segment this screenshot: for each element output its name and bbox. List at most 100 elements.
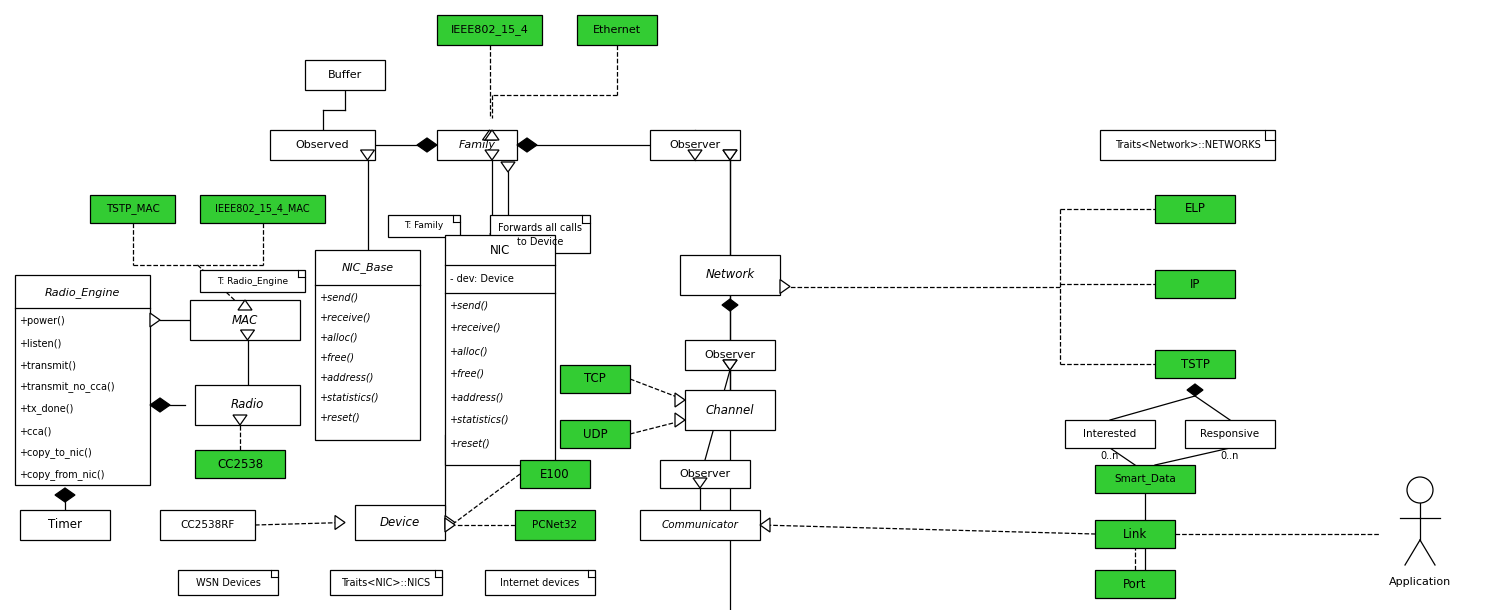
Polygon shape <box>781 279 790 293</box>
FancyBboxPatch shape <box>519 460 590 488</box>
Polygon shape <box>417 138 436 152</box>
Text: Port: Port <box>1123 578 1146 590</box>
Text: +statistics(): +statistics() <box>320 393 379 403</box>
Text: CC2538RF: CC2538RF <box>180 520 234 530</box>
FancyBboxPatch shape <box>331 570 442 595</box>
FancyBboxPatch shape <box>1065 420 1155 448</box>
FancyBboxPatch shape <box>1155 270 1235 298</box>
Text: UDP: UDP <box>583 428 607 440</box>
Polygon shape <box>675 413 686 427</box>
Text: +transmit_no_cca(): +transmit_no_cca() <box>20 381 115 392</box>
Polygon shape <box>240 330 255 340</box>
FancyBboxPatch shape <box>305 60 385 90</box>
Text: NIC_Base: NIC_Base <box>341 262 394 273</box>
Text: Observed: Observed <box>296 140 349 150</box>
Text: IEEE802_15_4: IEEE802_15_4 <box>450 24 528 35</box>
Text: +reset(): +reset() <box>320 413 361 423</box>
Polygon shape <box>483 130 497 140</box>
Polygon shape <box>149 398 171 412</box>
Polygon shape <box>149 313 160 327</box>
Text: +send(): +send() <box>450 300 489 310</box>
Text: Forwards all calls: Forwards all calls <box>498 223 581 233</box>
Polygon shape <box>361 150 374 160</box>
FancyBboxPatch shape <box>1155 350 1235 378</box>
Text: +power(): +power() <box>20 316 65 326</box>
Polygon shape <box>445 515 455 529</box>
FancyBboxPatch shape <box>515 510 595 540</box>
Polygon shape <box>760 518 770 532</box>
Polygon shape <box>516 138 538 152</box>
Circle shape <box>1407 477 1433 503</box>
Text: MAC: MAC <box>233 314 258 326</box>
FancyBboxPatch shape <box>491 215 590 253</box>
Text: CC2538: CC2538 <box>217 458 263 470</box>
Text: +send(): +send() <box>320 293 359 303</box>
FancyBboxPatch shape <box>270 130 374 160</box>
Text: Radio: Radio <box>231 398 264 412</box>
Text: +copy_to_nic(): +copy_to_nic() <box>20 448 92 459</box>
FancyBboxPatch shape <box>388 215 461 237</box>
Polygon shape <box>485 130 498 140</box>
Text: +alloc(): +alloc() <box>320 333 358 343</box>
Text: ELP: ELP <box>1184 203 1205 215</box>
Text: WSN Devices: WSN Devices <box>196 578 260 587</box>
FancyBboxPatch shape <box>1095 465 1194 493</box>
Text: Buffer: Buffer <box>328 70 362 80</box>
Text: Internet devices: Internet devices <box>500 578 580 587</box>
Polygon shape <box>723 150 737 160</box>
Text: NIC: NIC <box>489 245 510 257</box>
Text: Observer: Observer <box>680 469 731 479</box>
Text: +copy_from_nic(): +copy_from_nic() <box>20 470 104 481</box>
FancyBboxPatch shape <box>355 505 445 540</box>
Polygon shape <box>501 162 515 172</box>
Polygon shape <box>675 393 686 407</box>
Text: Traits<Network>::NETWORKS: Traits<Network>::NETWORKS <box>1114 140 1261 150</box>
Polygon shape <box>233 415 248 425</box>
FancyBboxPatch shape <box>91 195 175 223</box>
Polygon shape <box>485 150 498 160</box>
Polygon shape <box>1187 384 1203 396</box>
FancyBboxPatch shape <box>15 275 149 485</box>
Polygon shape <box>335 515 344 529</box>
FancyBboxPatch shape <box>1155 195 1235 223</box>
Text: TSTP_MAC: TSTP_MAC <box>106 204 160 215</box>
FancyBboxPatch shape <box>1099 130 1274 160</box>
Text: Timer: Timer <box>48 518 82 531</box>
Text: 0..n: 0..n <box>1220 451 1240 461</box>
Text: +reset(): +reset() <box>450 438 491 448</box>
FancyBboxPatch shape <box>316 250 420 440</box>
Text: +address(): +address() <box>450 392 504 402</box>
Text: +cca(): +cca() <box>20 426 51 436</box>
Text: Radio_Engine: Radio_Engine <box>45 287 121 298</box>
Text: Observer: Observer <box>669 140 720 150</box>
Polygon shape <box>723 360 737 370</box>
Text: PCNet32: PCNet32 <box>533 520 577 530</box>
Text: - dev: Device: - dev: Device <box>450 274 513 284</box>
Text: Network: Network <box>705 268 755 281</box>
Text: IEEE802_15_4_MAC: IEEE802_15_4_MAC <box>216 204 310 215</box>
FancyBboxPatch shape <box>160 510 255 540</box>
Text: E100: E100 <box>541 467 569 481</box>
Polygon shape <box>722 299 738 311</box>
FancyBboxPatch shape <box>445 235 556 465</box>
FancyBboxPatch shape <box>199 270 305 292</box>
FancyBboxPatch shape <box>560 420 630 448</box>
Text: T: Family: T: Family <box>405 221 444 231</box>
FancyBboxPatch shape <box>195 450 285 478</box>
Polygon shape <box>723 360 737 370</box>
Text: Interested: Interested <box>1083 429 1137 439</box>
Text: +tx_done(): +tx_done() <box>20 404 74 414</box>
Text: to Device: to Device <box>516 237 563 247</box>
Text: +receive(): +receive() <box>320 313 371 323</box>
FancyBboxPatch shape <box>577 15 657 45</box>
Text: Channel: Channel <box>705 403 755 417</box>
Text: Communicator: Communicator <box>661 520 738 530</box>
FancyBboxPatch shape <box>199 195 325 223</box>
Polygon shape <box>445 518 455 532</box>
Text: Observer: Observer <box>705 350 755 360</box>
Polygon shape <box>54 488 76 502</box>
Text: +listen(): +listen() <box>20 338 62 348</box>
FancyBboxPatch shape <box>190 300 300 340</box>
Text: +statistics(): +statistics() <box>450 415 509 425</box>
FancyBboxPatch shape <box>680 255 781 295</box>
